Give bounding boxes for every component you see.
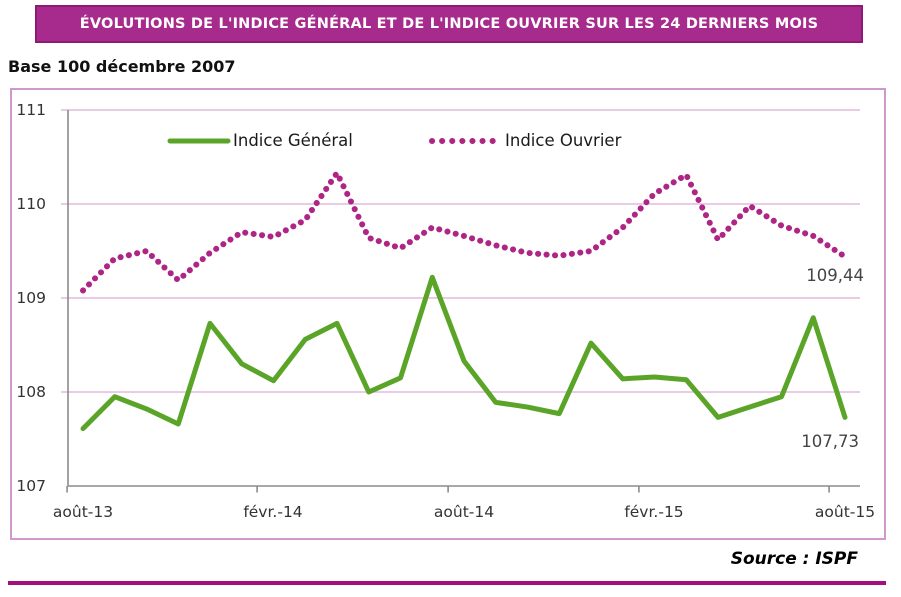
indice-general-line xyxy=(80,274,848,432)
page-title: ÉVOLUTIONS DE L'INDICE GÉNÉRAL ET DE L'I… xyxy=(79,16,819,32)
x-tick-label-aout13: août-13 xyxy=(52,503,114,521)
y-tick-label-109: 109 xyxy=(16,289,46,307)
gridlines xyxy=(61,109,860,393)
title-bar: ÉVOLUTIONS DE L'INDICE GÉNÉRAL ET DE L'I… xyxy=(35,5,863,43)
legend-label-indice-general: Indice Général xyxy=(233,131,353,150)
x-axis-tick-marks xyxy=(66,486,830,493)
y-tick-label-110: 110 xyxy=(16,195,46,213)
x-tick-label-aout14: août-14 xyxy=(433,503,495,521)
y-tick-label-108: 108 xyxy=(16,383,46,401)
y-tick-label-111: 111 xyxy=(16,101,46,119)
source-label: Source : ISPF xyxy=(730,549,858,569)
source-rule xyxy=(8,581,886,585)
end-value-indice-general: 107,73 xyxy=(801,432,859,451)
x-tick-label-fevr14: févr.-14 xyxy=(243,503,303,521)
end-value-indice-ouvrier: 109,44 xyxy=(806,266,864,285)
x-tick-label-fevr15: févr.-15 xyxy=(624,503,684,521)
chart-plot xyxy=(61,109,860,493)
indice-ouvrier-line xyxy=(80,167,848,294)
base-note: Base 100 décembre 2007 xyxy=(8,57,236,76)
x-tick-label-aout15: août-15 xyxy=(814,503,876,521)
y-tick-label-107: 107 xyxy=(16,477,46,495)
legend-label-indice-ouvrier: Indice Ouvrier xyxy=(505,131,622,150)
